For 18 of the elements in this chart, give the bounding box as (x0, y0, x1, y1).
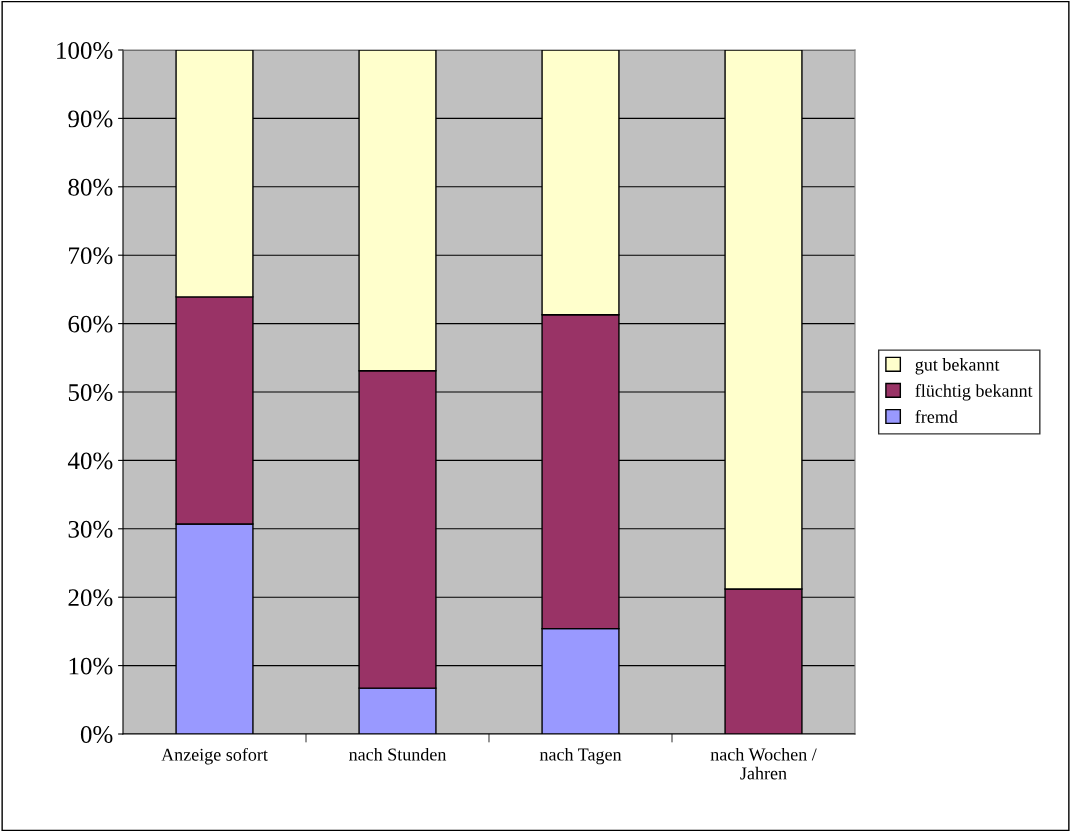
y-tick-label: 60% (68, 315, 113, 333)
y-tick-label: 90% (68, 110, 113, 128)
legend-label: gut bekannt (915, 358, 1000, 375)
y-tick-label: 0% (80, 726, 113, 743)
x-tick-label: nach Wochen / Jahren (710, 747, 817, 780)
y-tick-label: 100% (57, 42, 113, 59)
y-tick-label: 30% (68, 520, 113, 538)
y-tick-label: 80% (68, 178, 113, 196)
x-tick-label: Anzeige sofort (161, 747, 268, 765)
y-tick-label: 70% (69, 247, 113, 265)
legend-label: flüchtig bekannt (915, 383, 1033, 401)
x-tick-label: nach Tagen (539, 747, 622, 765)
y-tick-label: 40% (67, 452, 113, 470)
legend-label: fremd (915, 410, 958, 423)
y-tick-label: 50% (68, 384, 113, 401)
x-tick-label: nach Stunden (349, 747, 447, 761)
y-tick-label: 20% (68, 589, 113, 607)
y-tick-label: 10% (69, 657, 113, 675)
